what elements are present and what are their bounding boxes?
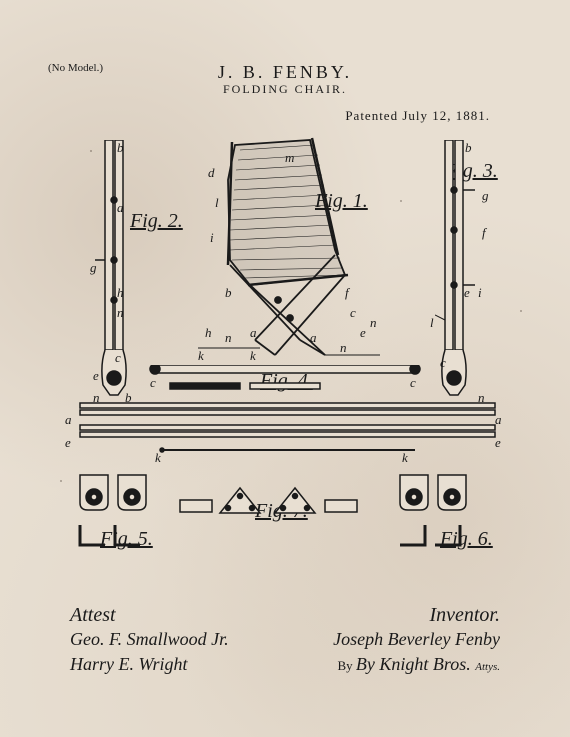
reference-letter: l: [215, 195, 219, 211]
reference-letter: n: [93, 390, 100, 406]
reference-letter: a: [250, 325, 257, 341]
reference-letter: d: [208, 165, 215, 181]
reference-letter: e: [495, 435, 501, 451]
reference-letter: k: [155, 450, 161, 466]
witness1-signature: Geo. F. Smallwood Jr.: [70, 627, 229, 652]
attorneys-signature: By Knight Bros.: [356, 654, 471, 674]
reference-letter: n: [117, 305, 124, 321]
reference-letter: f: [482, 225, 486, 241]
reference-letter: g: [482, 188, 489, 204]
brackets-row: [60, 470, 510, 550]
reference-letter: c: [115, 350, 121, 366]
reference-letter: a: [495, 412, 502, 428]
reference-letter: b: [125, 390, 132, 406]
reference-letter: g: [90, 260, 97, 276]
inventor-signature: Joseph Beverley Fenby: [333, 627, 500, 652]
reference-letter: b: [117, 140, 124, 156]
reference-letter: k: [198, 348, 204, 364]
reference-letter: h: [205, 325, 212, 341]
attest-heading: Attest: [70, 604, 229, 627]
reference-letter: e: [65, 435, 71, 451]
attest-block: Attest Geo. F. Smallwood Jr. Harry E. Wr…: [70, 604, 229, 677]
fig4-drawing: [70, 365, 500, 460]
reference-letter: e: [464, 285, 470, 301]
reference-letter: e: [360, 325, 366, 341]
inventor-block: Inventor. Joseph Beverley Fenby By By Kn…: [333, 604, 500, 677]
attys-label: Attys.: [475, 661, 500, 673]
reference-letter: c: [350, 305, 356, 321]
reference-letter: i: [210, 230, 214, 246]
invention-title: FOLDING CHAIR.: [0, 82, 570, 97]
reference-letter: b: [225, 285, 232, 301]
reference-letter: n: [225, 330, 232, 346]
reference-letter: c: [150, 375, 156, 391]
witness2-signature: Harry E. Wright: [70, 652, 229, 677]
reference-letter: a: [117, 200, 124, 216]
reference-letter: c: [410, 375, 416, 391]
reference-letter: c: [440, 355, 446, 371]
reference-letter: h: [117, 285, 124, 301]
reference-letter: f: [345, 285, 349, 301]
reference-letter: n: [370, 315, 377, 331]
reference-letter: a: [65, 412, 72, 428]
reference-letter: a: [310, 330, 317, 346]
paper-speck: [520, 310, 522, 312]
reference-letter: l: [430, 315, 434, 331]
reference-letter: e: [93, 368, 99, 384]
by-line: By By Knight Bros. Attys.: [333, 652, 500, 677]
reference-letter: n: [478, 390, 485, 406]
reference-letter: i: [478, 285, 482, 301]
reference-letter: k: [402, 450, 408, 466]
reference-letter: m: [285, 150, 294, 166]
inventor-name-heading: J. B. FENBY.: [0, 62, 570, 83]
inventor-heading: Inventor.: [333, 604, 500, 627]
reference-letter: n: [340, 340, 347, 356]
drawing-area: Fig. 1. Fig. 2. Fig. 3. Fig. 4. Fig. 5. …: [60, 130, 510, 597]
patent-date: Patented July 12, 1881.: [345, 108, 490, 124]
reference-letter: k: [250, 348, 256, 364]
reference-letter: b: [465, 140, 472, 156]
